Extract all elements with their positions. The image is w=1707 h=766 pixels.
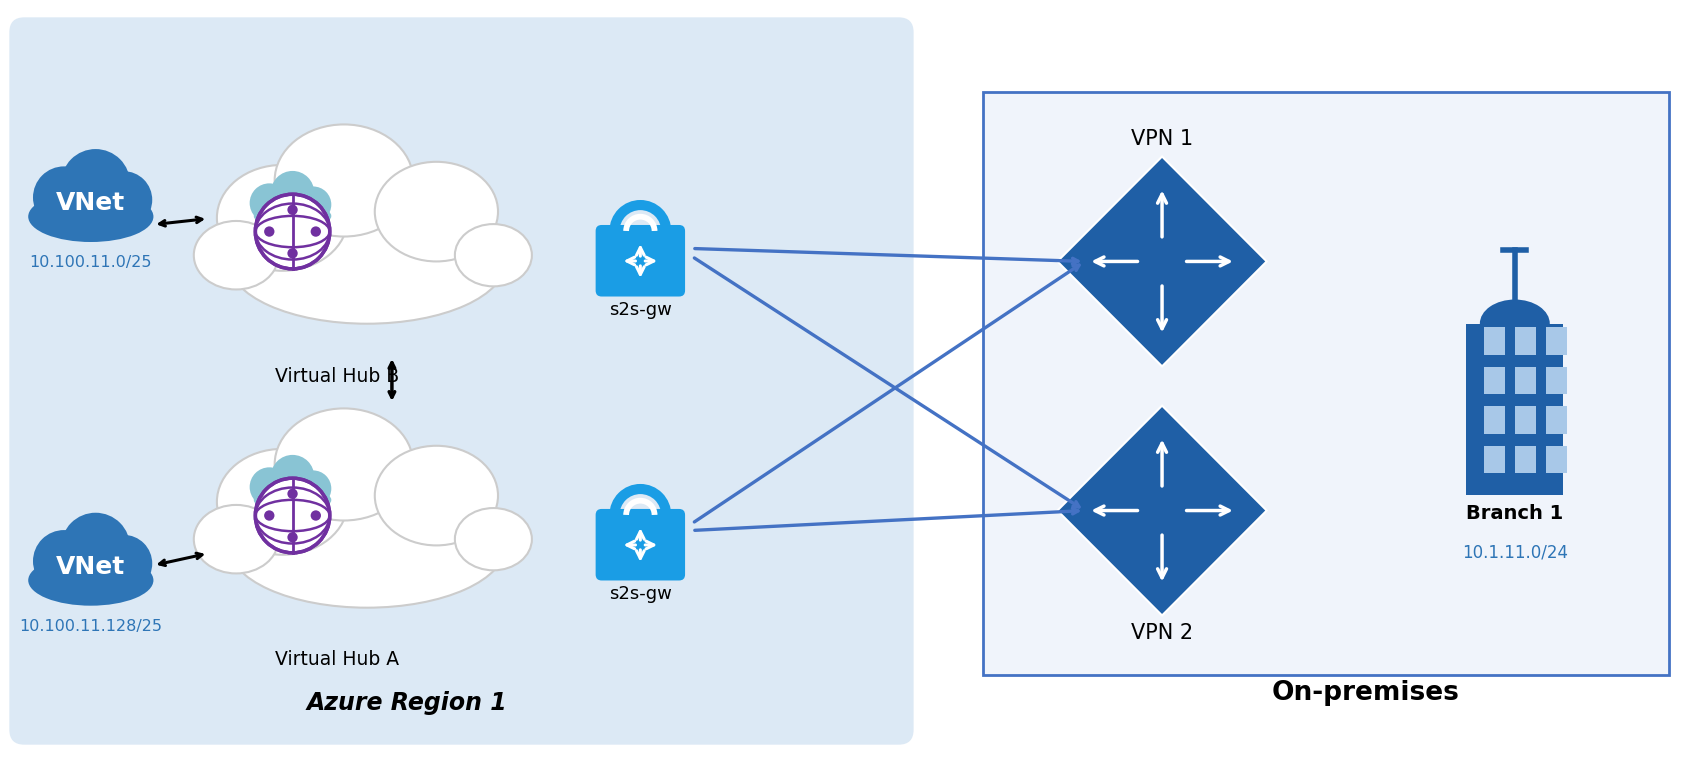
FancyBboxPatch shape bbox=[1483, 406, 1504, 434]
Circle shape bbox=[32, 166, 96, 228]
Ellipse shape bbox=[29, 555, 154, 606]
Ellipse shape bbox=[217, 449, 348, 555]
FancyBboxPatch shape bbox=[1465, 323, 1562, 496]
Circle shape bbox=[287, 532, 297, 542]
Circle shape bbox=[295, 470, 331, 507]
Ellipse shape bbox=[374, 162, 498, 261]
FancyBboxPatch shape bbox=[1483, 367, 1504, 394]
FancyBboxPatch shape bbox=[1483, 446, 1504, 473]
Ellipse shape bbox=[1478, 300, 1548, 348]
Text: Virtual Hub A: Virtual Hub A bbox=[275, 650, 399, 669]
Circle shape bbox=[254, 478, 329, 553]
FancyBboxPatch shape bbox=[1545, 446, 1567, 473]
Text: 10.1.11.0/24: 10.1.11.0/24 bbox=[1461, 543, 1567, 561]
Text: s2s-gw: s2s-gw bbox=[609, 301, 671, 319]
Ellipse shape bbox=[254, 487, 331, 513]
FancyBboxPatch shape bbox=[1545, 327, 1567, 355]
FancyBboxPatch shape bbox=[1514, 446, 1535, 473]
Ellipse shape bbox=[229, 199, 505, 324]
Text: VPN 2: VPN 2 bbox=[1130, 623, 1193, 643]
FancyBboxPatch shape bbox=[1514, 367, 1535, 394]
Circle shape bbox=[32, 530, 96, 592]
FancyBboxPatch shape bbox=[1514, 406, 1535, 434]
Text: On-premises: On-premises bbox=[1272, 680, 1459, 706]
Ellipse shape bbox=[275, 408, 413, 521]
Text: VNet: VNet bbox=[56, 192, 125, 215]
FancyBboxPatch shape bbox=[596, 225, 685, 296]
Circle shape bbox=[287, 205, 297, 215]
Ellipse shape bbox=[193, 221, 278, 290]
FancyBboxPatch shape bbox=[1545, 406, 1567, 434]
FancyBboxPatch shape bbox=[9, 18, 913, 745]
Circle shape bbox=[265, 227, 275, 237]
Ellipse shape bbox=[229, 483, 505, 607]
Ellipse shape bbox=[275, 124, 413, 237]
Text: 10.100.11.128/25: 10.100.11.128/25 bbox=[19, 619, 162, 634]
FancyBboxPatch shape bbox=[1514, 327, 1535, 355]
Ellipse shape bbox=[454, 508, 531, 571]
Circle shape bbox=[287, 248, 297, 258]
Circle shape bbox=[295, 186, 331, 223]
Circle shape bbox=[96, 171, 152, 228]
Circle shape bbox=[61, 512, 130, 582]
Circle shape bbox=[96, 535, 152, 592]
Text: 10.100.11.0/25: 10.100.11.0/25 bbox=[29, 256, 152, 270]
Ellipse shape bbox=[454, 224, 531, 286]
Text: VPN 1: VPN 1 bbox=[1130, 129, 1193, 149]
Polygon shape bbox=[1057, 406, 1267, 615]
Circle shape bbox=[61, 149, 130, 218]
Polygon shape bbox=[1057, 156, 1267, 366]
Text: s2s-gw: s2s-gw bbox=[609, 585, 671, 603]
Text: Virtual Hub B: Virtual Hub B bbox=[275, 366, 399, 385]
Text: Azure Region 1: Azure Region 1 bbox=[306, 691, 507, 715]
Ellipse shape bbox=[374, 446, 498, 545]
Circle shape bbox=[287, 489, 297, 499]
Text: Branch 1: Branch 1 bbox=[1465, 503, 1562, 522]
Circle shape bbox=[311, 510, 321, 521]
FancyBboxPatch shape bbox=[1545, 367, 1567, 394]
FancyBboxPatch shape bbox=[1483, 327, 1504, 355]
Ellipse shape bbox=[254, 203, 331, 229]
Circle shape bbox=[271, 171, 314, 214]
Text: VNet: VNet bbox=[56, 555, 125, 579]
Circle shape bbox=[254, 195, 329, 269]
Circle shape bbox=[271, 455, 314, 499]
Circle shape bbox=[265, 510, 275, 521]
FancyBboxPatch shape bbox=[983, 92, 1668, 675]
Circle shape bbox=[249, 467, 288, 507]
Circle shape bbox=[311, 227, 321, 237]
Circle shape bbox=[249, 183, 288, 223]
Ellipse shape bbox=[29, 192, 154, 242]
Ellipse shape bbox=[193, 505, 278, 574]
Ellipse shape bbox=[217, 165, 348, 271]
FancyBboxPatch shape bbox=[596, 509, 685, 581]
